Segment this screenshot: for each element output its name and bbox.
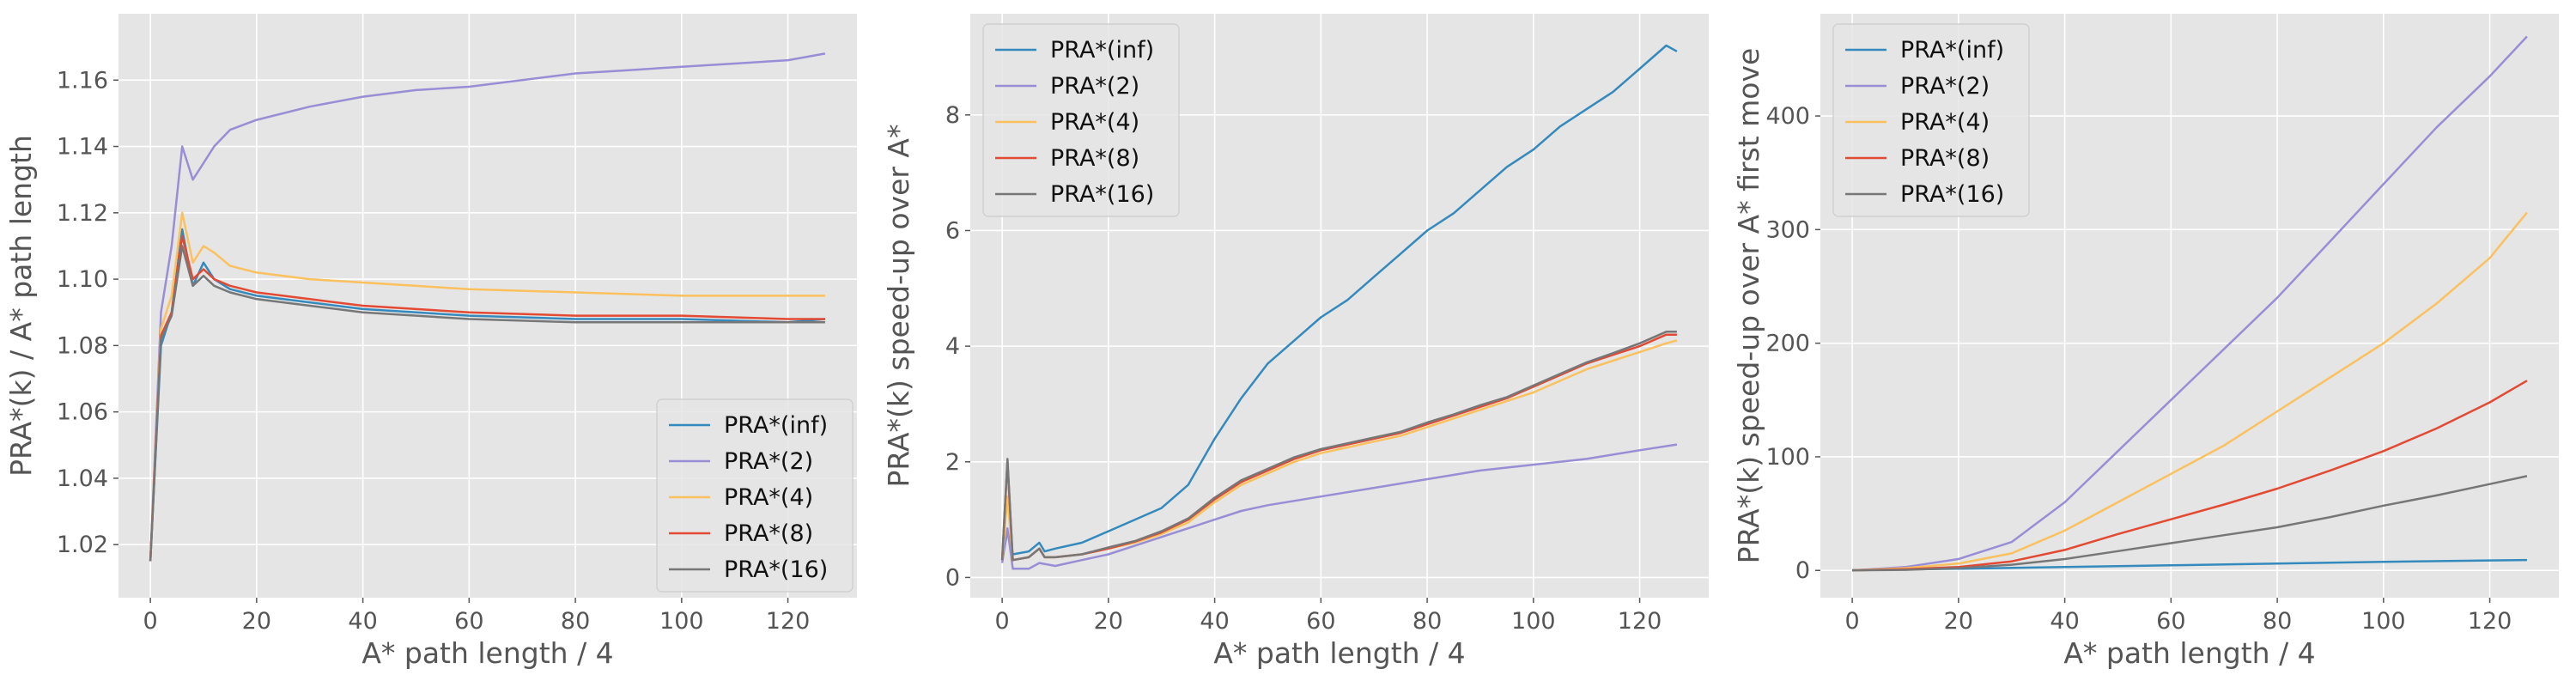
y-tick-label: 100 [1765,444,1810,471]
series-lines [1000,44,1678,570]
legend: PRA*(inf) PRA*(2) PRA*(4) PRA*(8) PRA*(16) [1832,23,2030,217]
legend-label: PRA*(8) [1050,145,1139,172]
legend: PRA*(inf) PRA*(2) PRA*(4) PRA*(8) PRA*(16) [982,23,1180,217]
y-axis-label: PRA*(k) / A* path length [4,135,38,477]
series-lines [149,52,826,562]
y-tick-label: 1.10 [57,266,108,293]
x-tick-label: 60 [1306,608,1335,635]
x-tick-label: 0 [995,608,1010,635]
legend-box [982,23,1180,217]
legend-label: PRA*(16) [1050,181,1154,208]
legend-label: PRA*(4) [1900,109,1990,136]
legend-box [656,398,854,593]
x-tick-label: 120 [2468,608,2512,635]
series-line-PRA*(inf) [1000,44,1678,561]
y-tick-label: 200 [1765,331,1810,357]
series-line-PRA*(8) [1852,380,2528,572]
y-tick-label: 4 [945,333,960,360]
series-line-PRA*(inf) [1852,558,2527,572]
y-tick-label: 1.02 [57,532,108,558]
x-tick-label: 100 [2361,608,2406,635]
y-tick-label: 1.12 [57,200,108,227]
x-tick-label: 100 [1511,608,1556,635]
y-tick-label: 300 [1765,216,1810,243]
x-tick-label: 80 [2263,608,2292,635]
legend-label: PRA*(16) [1900,181,2004,208]
legend-box [1832,23,2030,217]
series-line-PRA*(2) [1852,35,2528,572]
legend-label: PRA*(16) [724,556,828,583]
y-tick-label: 0 [945,564,960,591]
chart-panel-2: 0 20 40 60 80 100 120 0 2 4 6 8 A* path length / 4 PR… [882,14,1709,670]
y-tick-label: 6 [945,217,960,244]
series-line-PRA*(2) [1000,443,1678,570]
y-tick-label: 0 [1795,557,1810,584]
legend-label: PRA*(2) [1050,73,1139,100]
legend-label: PRA*(4) [724,484,813,511]
x-tick-label: 60 [454,608,483,635]
x-tick-label: 0 [143,608,158,635]
series-line-PRA*(16) [1852,475,2528,572]
y-tick-label: 1.04 [57,465,108,492]
series-line-PRA*(4) [1852,211,2528,572]
y-tick-label: 8 [945,102,960,129]
x-tick-label: 20 [1944,608,1973,635]
x-tick-label: 40 [348,608,377,635]
x-axis-label: A* path length / 4 [361,636,613,670]
x-tick-label: 120 [1618,608,1662,635]
x-tick-label: 120 [766,608,811,635]
series-line-PRA*(4) [149,211,825,562]
chart-panel-1: 0 20 40 60 80 100 120 1.02 1.04 1.06 1.08 1.10 1.12 1… [4,14,857,670]
legend: PRA*(inf) PRA*(2) PRA*(4) PRA*(8) PRA*(16) [656,398,854,593]
y-tick-label: 1.16 [57,67,108,94]
legend-label: PRA*(2) [1900,73,1990,100]
series-lines [1852,35,2528,572]
x-tick-label: 80 [1413,608,1442,635]
legend-label: PRA*(8) [1900,145,1990,172]
chart-panel-3: 0 20 40 60 80 100 120 0 100 200 300 400 A* path leng… [1732,14,2559,670]
x-tick-label: 60 [2156,608,2185,635]
y-tick-label: 400 [1765,103,1810,130]
series-line-PRA*(16) [149,245,825,562]
series-line-PRA*(2) [149,52,826,562]
legend-label: PRA*(2) [724,448,813,475]
legend-label: PRA*(inf) [1900,37,2004,64]
legend-label: PRA*(8) [724,520,813,547]
y-tick-label: 1.08 [57,332,108,359]
series-line-PRA*(16) [1000,331,1677,562]
y-tick-label: 2 [945,449,960,476]
x-tick-label: 20 [242,608,271,635]
y-axis-label: PRA*(k) speed-up over A* [882,124,915,487]
x-tick-label: 20 [1094,608,1123,635]
legend-label: PRA*(inf) [724,412,828,439]
x-axis-label: A* path length / 4 [2063,636,2315,670]
x-tick-label: 40 [1200,608,1229,635]
x-tick-label: 0 [1845,608,1860,635]
legend-label: PRA*(4) [1050,109,1139,136]
y-tick-label: 1.14 [57,134,108,161]
legend-label: PRA*(inf) [1050,37,1154,64]
x-tick-label: 80 [561,608,590,635]
y-axis-label: PRA*(k) speed-up over A* first move [1732,48,1765,564]
x-tick-label: 100 [659,608,704,635]
x-tick-label: 40 [2050,608,2079,635]
x-axis-label: A* path length / 4 [1213,636,1465,670]
y-tick-label: 1.06 [57,399,108,426]
